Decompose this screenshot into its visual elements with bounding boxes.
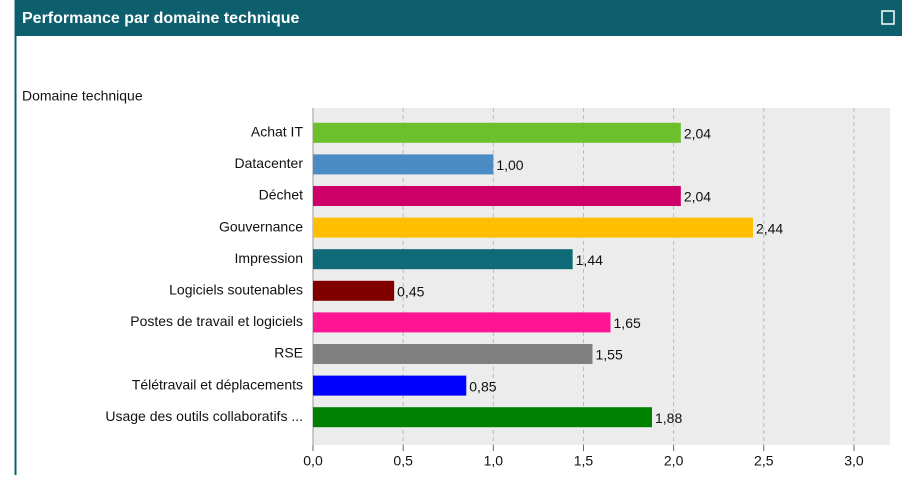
icon[interactable]: [881, 10, 895, 25]
data-label: 2,04: [684, 189, 711, 205]
data-label: 2,04: [684, 126, 711, 142]
bar: [313, 312, 611, 333]
y-tick-label: Postes de travail et logiciels: [130, 313, 303, 329]
data-label: 1,88: [655, 410, 682, 426]
x-tick-label: 0,5: [393, 453, 413, 469]
data-label: 0,85: [469, 378, 496, 394]
x-tick-label: 0,0: [303, 453, 323, 469]
bar: [313, 154, 494, 175]
bar: [313, 280, 395, 301]
y-tick-label: RSE: [274, 345, 303, 361]
x-tick-label: 1,5: [574, 453, 594, 469]
y-tick-label: Usage des outils collaboratifs ...: [105, 408, 303, 424]
axis-label: Domaine technique: [22, 88, 143, 104]
x-tick-label: 1,0: [484, 453, 504, 469]
bar: [313, 217, 753, 238]
data-label: 1,44: [576, 252, 603, 268]
bar: [313, 186, 681, 206]
x-tick-label: 2,5: [754, 453, 774, 469]
y-tick-label: Déchet: [259, 187, 303, 203]
y-tick-label: Impression: [235, 250, 303, 266]
bar: [313, 122, 681, 143]
header: [15, 0, 902, 36]
bar: [313, 407, 652, 428]
x-tick-label: 2,0: [664, 453, 684, 469]
data-label: 1,65: [614, 315, 641, 331]
bar: [313, 344, 593, 364]
data-label: 0,45: [397, 284, 424, 300]
chart-title: Performance par domaine technique: [22, 10, 300, 27]
bar: [313, 375, 467, 396]
y-tick-label: Achat IT: [251, 124, 304, 140]
data-label: 2,44: [756, 220, 783, 236]
y-tick-label: Logiciels soutenables: [169, 282, 303, 298]
y-tick-label: Télétravail et déplacements: [132, 376, 303, 392]
data-label: 1,55: [595, 347, 622, 363]
x-tick-label: 3,0: [844, 453, 864, 469]
y-tick-label: Gouvernance: [219, 218, 303, 234]
bar: [313, 249, 573, 270]
y-tick-label: Datacenter: [235, 155, 304, 171]
data-label: 1,00: [496, 157, 523, 173]
